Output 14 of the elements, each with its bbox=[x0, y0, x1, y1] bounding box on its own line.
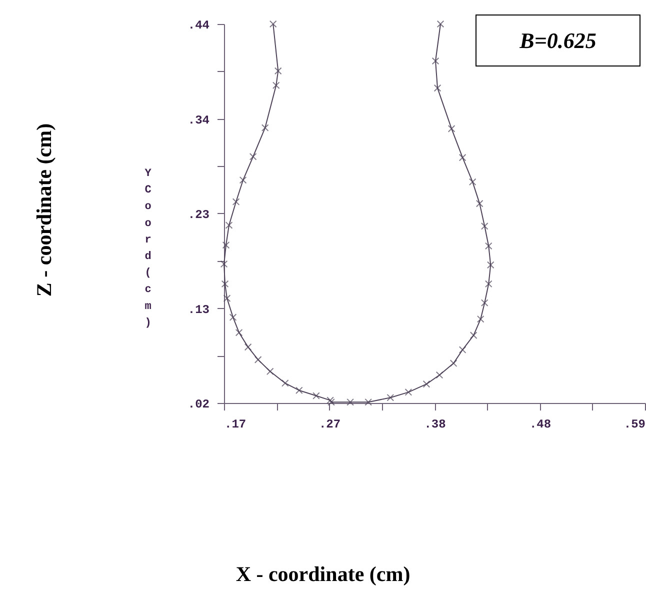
y-tick-label: .44 bbox=[188, 18, 210, 32]
x-tick-label: .27 bbox=[318, 418, 341, 432]
text: Z - coordinate (cm) bbox=[32, 123, 56, 297]
x-tick-label: .59 bbox=[624, 418, 646, 432]
text: Y Coord (cm) bbox=[144, 168, 152, 330]
y-tick-label: .34 bbox=[188, 113, 210, 128]
x-tick-label: .48 bbox=[529, 418, 552, 432]
text: X - coordinate (cm) bbox=[236, 562, 410, 586]
y-tick-label: .02 bbox=[188, 398, 210, 412]
y-tick-label: .13 bbox=[188, 302, 210, 317]
annotation: B=0.625 bbox=[518, 28, 596, 53]
x-tick-label: .38 bbox=[424, 418, 446, 432]
x-tick-label: .17 bbox=[224, 418, 246, 432]
y-tick-label: .23 bbox=[188, 208, 210, 222]
